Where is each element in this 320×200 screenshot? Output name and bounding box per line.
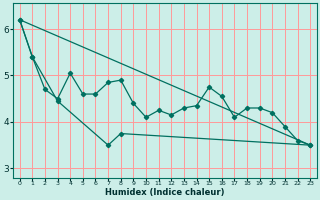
- X-axis label: Humidex (Indice chaleur): Humidex (Indice chaleur): [105, 188, 225, 197]
